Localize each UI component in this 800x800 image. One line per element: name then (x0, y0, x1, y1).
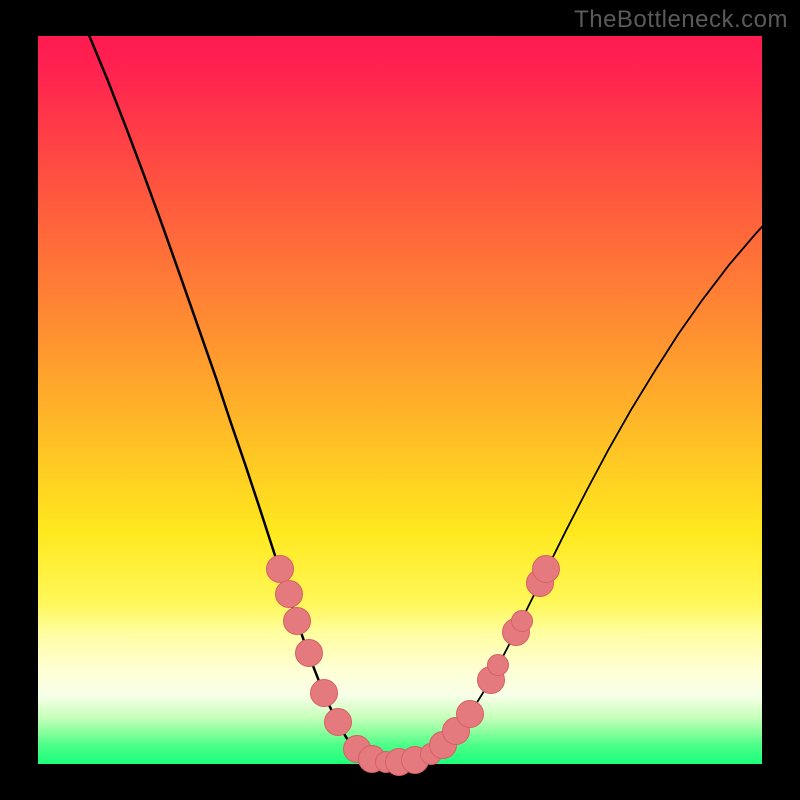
data-marker (324, 708, 352, 736)
data-marker (295, 639, 323, 667)
data-marker (511, 610, 533, 632)
data-marker (275, 580, 303, 608)
data-marker (266, 555, 294, 583)
data-marker (283, 607, 311, 635)
watermark-text: TheBottleneck.com (574, 6, 788, 34)
data-marker (456, 700, 484, 728)
data-marker (310, 679, 338, 707)
data-marker (487, 654, 509, 676)
data-marker (532, 555, 560, 583)
gradient-background (38, 36, 762, 764)
plot-area (38, 36, 762, 764)
